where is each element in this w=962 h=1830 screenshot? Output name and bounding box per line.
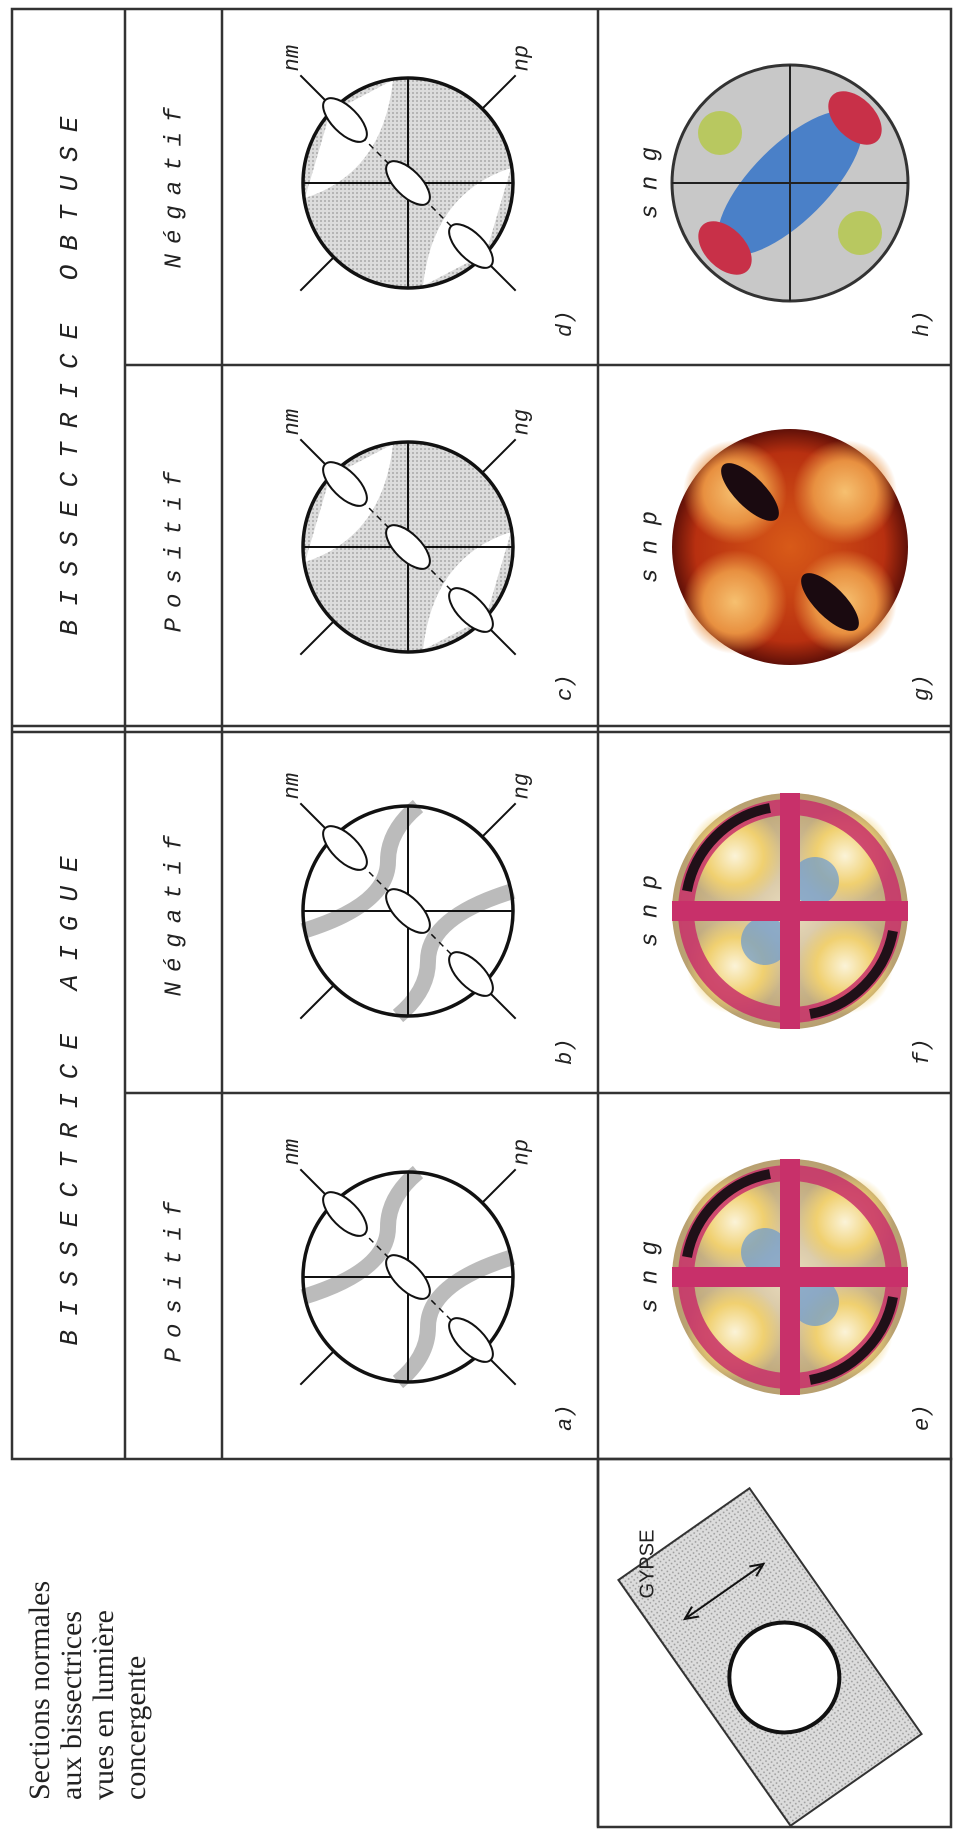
sign: Négatif: [161, 826, 188, 997]
section-title: aux bissectrices: [55, 1611, 88, 1800]
direction: [300, 1351, 333, 1384]
rotated-sheet: BISSECTRICE AIGUE BISSECTRICE OBTUSE GYP…: [12, 9, 951, 1827]
conoscope-diagram: [300, 803, 515, 1018]
green-zone: [838, 211, 882, 255]
axis-label: nm: [280, 45, 305, 71]
direction: [482, 1169, 515, 1202]
conoscope-photo: [672, 65, 908, 301]
section-title: concergente: [119, 1656, 152, 1800]
panel-label: d): [553, 311, 578, 337]
direction: [300, 621, 333, 654]
bright-zone: [793, 440, 897, 544]
sign: Positif: [161, 462, 188, 633]
conoscope-photo: [672, 1159, 908, 1395]
green-zone: [698, 111, 742, 155]
direction: [482, 803, 515, 836]
conoscope-diagram: [300, 439, 515, 654]
panel-label: g): [910, 675, 935, 701]
conoscope-diagram: [300, 1169, 515, 1384]
photo-caption: s n p: [637, 511, 664, 583]
panel-label: b): [553, 1039, 578, 1065]
section-title: vues en lumière: [87, 1610, 120, 1800]
section-title: Sections normales: [23, 1581, 56, 1800]
photo-caption: s n g: [637, 1241, 664, 1313]
header: BISSECTRICE AIGUE: [55, 842, 85, 1345]
axis-label: nm: [280, 1139, 305, 1165]
sign: Négatif: [161, 98, 188, 269]
page: BISSECTRICE AIGUE BISSECTRICE OBTUSE GYP…: [0, 0, 962, 1830]
axis-label: nm: [280, 409, 305, 435]
axis-label: ng: [509, 773, 534, 799]
axis-label: nm: [280, 773, 305, 799]
panel-label: a): [553, 1405, 578, 1431]
plate-label: GYPSE: [636, 1530, 658, 1599]
direction: [300, 985, 333, 1018]
panel-label: c): [553, 675, 578, 701]
conoscope-diagram: [300, 75, 515, 290]
axis-label: np: [509, 45, 534, 71]
photo-caption: s n p: [637, 875, 664, 947]
axis-label: np: [509, 1139, 534, 1165]
conoscope-photo: [672, 793, 908, 1029]
direction: [482, 439, 515, 472]
sign: Positif: [161, 1192, 188, 1363]
direction: [300, 257, 333, 290]
conoscope-photo: [672, 429, 908, 665]
header: BISSECTRICE OBTUSE: [55, 103, 85, 636]
bright-zone: [683, 550, 787, 654]
direction: [482, 75, 515, 108]
panel-label: h): [910, 311, 935, 337]
gypsum-plate: [618, 1488, 921, 1826]
photo-caption: s n g: [637, 147, 664, 219]
panel-label: f): [910, 1039, 935, 1065]
panel-label: e): [910, 1405, 935, 1431]
axis-label: ng: [509, 409, 534, 435]
